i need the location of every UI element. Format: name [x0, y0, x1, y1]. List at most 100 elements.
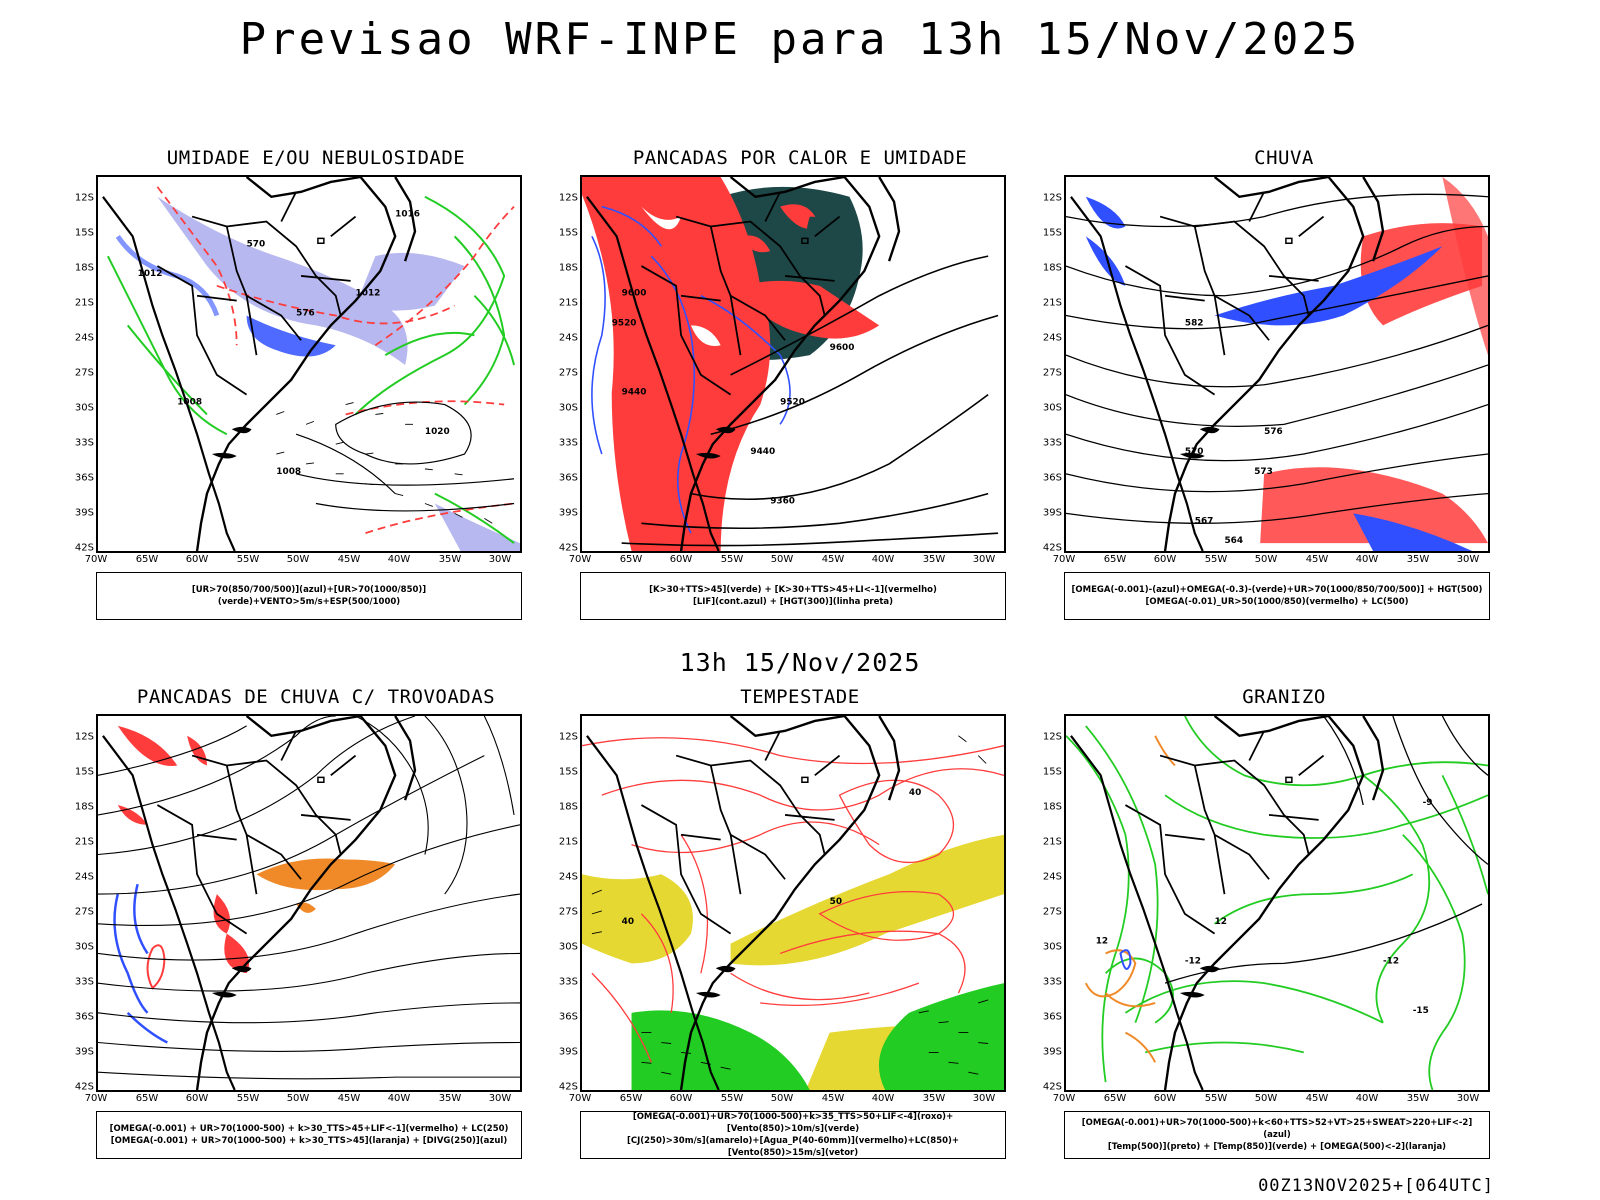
lat-label: 27S: [558, 906, 578, 918]
panel-legend: [OMEGA(-0.001)+UR>70(1000-500)+k>35_TTS>…: [580, 1111, 1006, 1159]
lon-label: 70W: [1052, 554, 1076, 565]
lat-label: 18S: [74, 801, 94, 813]
lon-label: 65W: [135, 554, 159, 565]
map-pancadas-trovoadas[interactable]: [96, 714, 522, 1092]
lon-label: 30W: [488, 554, 512, 565]
contour-label: 9600: [622, 289, 647, 299]
map-tempestade[interactable]: 40 50 40: [580, 714, 1006, 1092]
contour-label: -12: [1383, 956, 1399, 966]
panel-granizo: GRANIZO 12S 15S 18S 21S 24S 27S 30S 33S …: [1043, 686, 1522, 1166]
lat-label: 30S: [74, 402, 94, 414]
lon-label: 35W: [1406, 554, 1430, 565]
lat-label: 24S: [1042, 332, 1062, 344]
latitude-axis: 12S 15S 18S 21S 24S 27S 30S 33S 36S 39S …: [1038, 714, 1062, 1093]
lat-label: 33S: [74, 437, 94, 449]
lat-label: 36S: [74, 472, 94, 484]
lon-label: 35W: [438, 554, 462, 565]
contour-label: 576: [296, 309, 315, 319]
lon-label: 65W: [1103, 554, 1127, 565]
panel-pancadas-trovoadas: PANCADAS DE CHUVA C/ TROVOADAS 12S 15S 1…: [75, 686, 554, 1166]
lat-label: 36S: [1042, 472, 1062, 484]
map-umidade[interactable]: 1008 1012 1016 1020 1008 570 576 1012: [96, 175, 522, 553]
contour-label: 1008: [177, 398, 202, 408]
contour-label: 9440: [622, 388, 647, 398]
map-granizo[interactable]: -12 -12 -15 12 12 -9: [1064, 714, 1490, 1092]
lon-label: 45W: [821, 554, 845, 565]
lat-label: 42S: [74, 1081, 94, 1093]
lat-label: 42S: [1042, 1081, 1062, 1093]
contour-label: 573: [1254, 467, 1273, 477]
lon-label: 45W: [337, 1093, 361, 1104]
contour-label: 50: [830, 897, 842, 907]
lon-label: 60W: [669, 1093, 693, 1104]
panel-legend: [OMEGA(-0.001)+UR>70(1000-500)+k<60+TTS>…: [1064, 1111, 1490, 1159]
lon-label: 70W: [568, 1093, 592, 1104]
legend-line: [OMEGA(-0.001) + UR>70(1000-500) + k>30_…: [109, 1124, 509, 1134]
contour-label: 576: [1264, 427, 1283, 437]
lat-label: 21S: [558, 297, 578, 309]
lat-label: 33S: [1042, 976, 1062, 988]
panel-legend: [OMEGA(-0.001)-(azul)+OMEGA(-0.3)-(verde…: [1064, 572, 1490, 620]
legend-line: [LIF](cont.azul) + [HGT(300)](linha pret…: [692, 597, 894, 607]
lon-label: 30W: [488, 1093, 512, 1104]
lon-label: 55W: [236, 1093, 260, 1104]
lat-label: 27S: [558, 367, 578, 379]
lon-label: 30W: [972, 554, 996, 565]
lat-label: 36S: [558, 472, 578, 484]
lon-label: 30W: [1456, 554, 1480, 565]
panel-title: CHUVA: [1254, 147, 1314, 169]
lat-label: 12S: [1042, 731, 1062, 743]
panel-title: PANCADAS DE CHUVA C/ TROVOADAS: [136, 686, 496, 708]
lat-label: 15S: [1042, 227, 1062, 239]
contour-label: 570: [247, 239, 266, 249]
contour-label: -9: [1423, 798, 1433, 808]
legend-line: [OMEGA(-0.001)+UR>70(1000-500)+k<60+TTS>…: [1081, 1118, 1473, 1140]
lon-label: 40W: [871, 1093, 895, 1104]
lat-label: 30S: [74, 941, 94, 953]
lon-label: 70W: [84, 554, 108, 565]
map-pancadas-calor[interactable]: 9600 9520 9440 9360 9520 9440 9600: [580, 175, 1006, 553]
lon-label: 60W: [185, 1093, 209, 1104]
lat-label: 42S: [74, 542, 94, 554]
panel-legend: [OMEGA(-0.001) + UR>70(1000-500) + k>30_…: [96, 1111, 522, 1159]
lon-label: 60W: [1153, 1093, 1177, 1104]
lat-label: 12S: [74, 192, 94, 204]
main-title: Previsao WRF-INPE para 13h 15/Nov/2025: [239, 14, 1361, 65]
contour-label: 570: [1185, 447, 1204, 457]
contour-label: 1012: [356, 289, 381, 299]
lon-label: 35W: [1406, 1093, 1430, 1104]
lon-label: 60W: [1153, 554, 1177, 565]
legend-line: [OMEGA(-0.001) + UR>70(1000-500) + k>30_…: [110, 1136, 508, 1146]
latitude-axis: 12S 15S 18S 21S 24S 27S 30S 33S 36S 39S …: [70, 714, 94, 1093]
lon-label: 65W: [619, 1093, 643, 1104]
longitude-axis: 70W 65W 60W 55W 50W 45W 40W 35W 30W: [569, 1092, 1006, 1106]
lon-label: 55W: [1204, 554, 1228, 565]
contour-label: -15: [1413, 1006, 1429, 1016]
panel-legend: [K>30+TTS>45](verde) + [K>30+TTS>45+LI<-…: [580, 572, 1006, 620]
lat-label: 21S: [558, 836, 578, 848]
lat-label: 42S: [558, 1081, 578, 1093]
lat-label: 24S: [558, 332, 578, 344]
lat-label: 42S: [558, 542, 578, 554]
lon-label: 60W: [669, 554, 693, 565]
lon-label: 60W: [185, 554, 209, 565]
lat-label: 18S: [74, 262, 94, 274]
map-chuva[interactable]: 582 576 570 573 567 564: [1064, 175, 1490, 553]
lon-label: 50W: [770, 554, 794, 565]
panel-tempestade: TEMPESTADE 12S 15S 18S 21S 24S 27S 30S 3…: [558, 686, 1038, 1166]
legend-line: [UR>70(850/700/500)](azul)+[UR>70(1000/8…: [191, 585, 427, 607]
contour-label: 9600: [830, 343, 855, 353]
lon-label: 50W: [286, 554, 310, 565]
panel-legend: [UR>70(850/700/500)](azul)+[UR>70(1000/8…: [96, 572, 522, 620]
contour-label: 1012: [138, 269, 163, 279]
lon-label: 65W: [135, 1093, 159, 1104]
lat-label: 33S: [558, 976, 578, 988]
legend-line: [OMEGA(-0.001)+UR>70(1000-500)+k>35_TTS>…: [632, 1112, 954, 1134]
lat-label: 24S: [1042, 871, 1062, 883]
contour-label: 564: [1224, 536, 1243, 546]
lon-label: 50W: [1254, 554, 1278, 565]
lon-label: 70W: [1052, 1093, 1076, 1104]
lat-label: 30S: [1042, 402, 1062, 414]
lon-label: 70W: [568, 554, 592, 565]
legend-line: [K>30+TTS>45](verde) + [K>30+TTS>45+LI<-…: [649, 585, 937, 595]
